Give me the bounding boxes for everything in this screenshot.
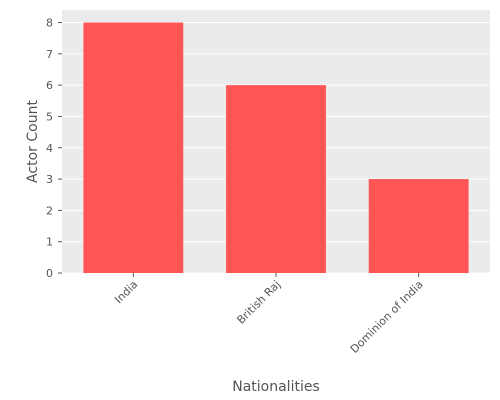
y-tick-label: 3 [46, 173, 53, 186]
x-tick-label: India [112, 278, 140, 306]
y-tick-label: 1 [46, 236, 53, 249]
y-axis-ticks: 0 1 2 3 4 5 6 7 8 [46, 17, 62, 280]
y-tick-label: 6 [46, 79, 53, 92]
y-axis-label: Actor Count [25, 100, 41, 183]
y-tick-label: 4 [46, 142, 53, 155]
bars [83, 22, 469, 274]
bar-dominion-of-india [368, 179, 469, 273]
bar-british-raj [226, 85, 326, 274]
x-axis-label: Nationalities [232, 379, 320, 395]
x-tick-label: Dominion of India [348, 278, 426, 356]
bar-india [83, 22, 184, 274]
y-tick-label: 5 [46, 110, 53, 123]
y-tick-label: 2 [46, 204, 53, 217]
y-tick-label: 0 [46, 267, 53, 280]
y-tick-label: 7 [46, 48, 53, 61]
y-tick-label: 8 [46, 17, 53, 30]
x-axis-ticks: India British Raj Dominion of India [112, 273, 426, 356]
x-tick-label: British Raj [234, 278, 283, 327]
